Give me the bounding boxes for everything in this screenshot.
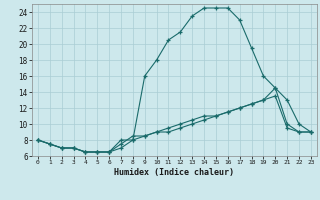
X-axis label: Humidex (Indice chaleur): Humidex (Indice chaleur) — [115, 168, 234, 177]
